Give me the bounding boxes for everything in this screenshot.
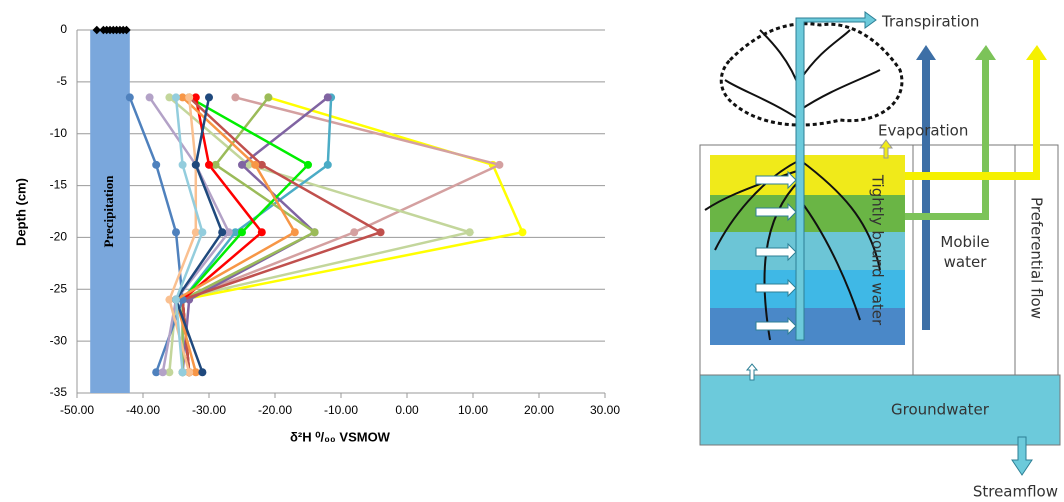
series-point [257, 160, 266, 169]
series-point [495, 160, 504, 169]
series-point [191, 93, 200, 102]
series-point [290, 228, 299, 237]
label: Transpiration [881, 13, 979, 31]
x-tick-label: -20.00 [258, 403, 292, 417]
series-point [350, 228, 359, 237]
label: Tightly bound water [869, 174, 887, 326]
series-point [376, 228, 385, 237]
series-point [152, 160, 161, 169]
series-point [198, 228, 207, 237]
y-axis-label: Depth (cm) [13, 178, 28, 246]
precipitation-label: Precipitation [101, 175, 116, 248]
y-tick-label: -15 [50, 178, 68, 192]
series-point [518, 228, 527, 237]
series-point [172, 93, 180, 102]
streamflow-arrow [1011, 436, 1033, 476]
series-point [304, 160, 312, 169]
series-point [125, 93, 134, 102]
layer [710, 270, 905, 308]
series-point [165, 93, 174, 102]
series-point [165, 295, 174, 304]
diagram: Transpiration Evaporation Tightly bound … [699, 11, 1061, 501]
flux-arrows [755, 170, 797, 336]
series-point [172, 295, 180, 304]
series-point [238, 228, 246, 237]
label: Evaporation [878, 122, 968, 140]
series-point [465, 228, 474, 237]
series-point [218, 228, 227, 237]
series-point [211, 160, 220, 169]
series-point [257, 228, 266, 237]
label: Streamflow [973, 483, 1058, 501]
series-point [323, 93, 332, 102]
x-tick-label: 0.00 [395, 403, 419, 417]
y-tick-label: -35 [50, 385, 68, 399]
x-tick-label: 20.00 [524, 403, 554, 417]
precipitation-band [90, 30, 130, 393]
groundwater-box [699, 374, 1061, 446]
series-point [145, 93, 154, 102]
x-tick-label: 10.00 [458, 403, 488, 417]
evaporation-arrow [879, 139, 893, 159]
x-tick-label: -40.00 [126, 403, 160, 417]
series-point [198, 368, 207, 377]
layer [710, 308, 905, 345]
series-point [152, 368, 161, 377]
series-point [238, 160, 246, 169]
label: Mobile water [940, 233, 990, 271]
series-point [178, 160, 187, 169]
x-tick-label: -50.00 [60, 403, 94, 417]
series-point [310, 228, 319, 237]
series-point [172, 228, 180, 237]
x-tick-label: 30.00 [590, 403, 620, 417]
series-point [185, 93, 194, 102]
y-tick-label: -5 [56, 74, 67, 88]
series-point [191, 160, 200, 169]
y-tick-label: -25 [50, 281, 68, 295]
layer [710, 155, 905, 195]
series-point [178, 93, 187, 102]
series-line [168, 96, 475, 373]
series-point [158, 368, 167, 377]
arrow [916, 45, 936, 330]
series-point [323, 160, 332, 169]
series-point [178, 368, 187, 377]
x-tick-label: -30.00 [192, 403, 226, 417]
y-tick-label: 0 [60, 22, 67, 36]
arrow [905, 45, 996, 220]
series-point [191, 228, 200, 237]
y-tick-label: -20 [50, 230, 68, 244]
label-box: Mobile water [940, 233, 990, 271]
recharge-arrow [745, 363, 759, 381]
y-tick-label: -10 [50, 126, 68, 140]
series-point [251, 160, 260, 169]
transpiration-arrow [795, 11, 877, 341]
series-point [231, 93, 240, 102]
x-tick-label: -10.00 [324, 403, 358, 417]
x-axis-label: δ²H ⁰/₀₀ VSMOW [290, 429, 391, 444]
series-point [165, 368, 174, 377]
series-point [185, 368, 194, 377]
label: Preferential flow [1028, 197, 1046, 319]
series-point [191, 368, 200, 377]
series-point [231, 228, 240, 237]
series-point [264, 93, 273, 102]
series-point [244, 160, 253, 169]
layer [710, 232, 905, 270]
arrow [905, 45, 1047, 180]
layer [710, 195, 905, 232]
series-point [205, 93, 213, 102]
label: Groundwater [891, 401, 990, 419]
y-tick-label: -30 [50, 333, 68, 347]
series-point [224, 228, 233, 237]
series-point [205, 160, 213, 169]
